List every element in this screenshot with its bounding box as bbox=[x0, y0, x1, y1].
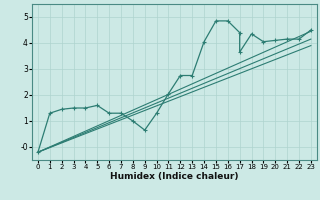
X-axis label: Humidex (Indice chaleur): Humidex (Indice chaleur) bbox=[110, 172, 239, 181]
